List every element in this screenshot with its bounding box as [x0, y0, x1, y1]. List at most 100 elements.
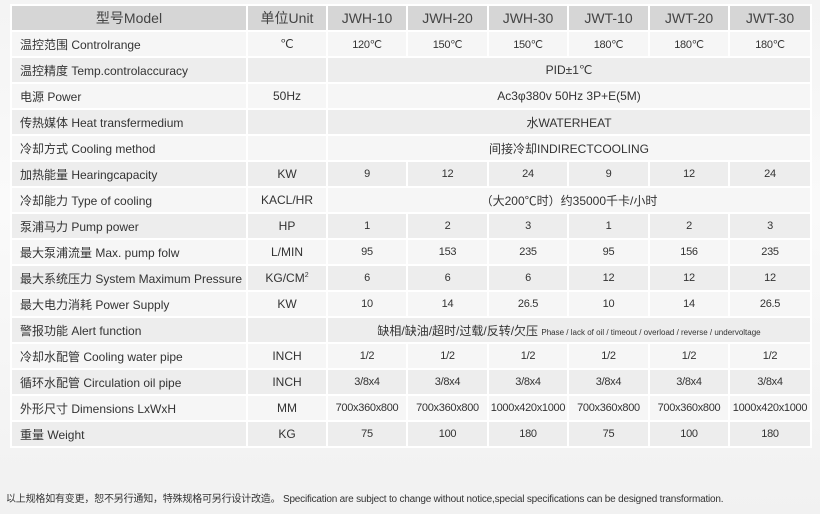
value-cell: 1/2 — [326, 342, 408, 370]
row-unit: HP — [246, 212, 328, 240]
header-model-jwt-10: JWT-10 — [567, 4, 650, 32]
value-cell: 12 — [648, 264, 730, 292]
table-row: 温控范围 Controlrange ℃ 120℃ 150℃ 150℃ 180℃ 180℃ 18… — [10, 30, 812, 58]
row-label: 外形尺寸 Dimensions LxWxH — [10, 394, 248, 422]
value-cell: 10 — [567, 290, 650, 318]
value-cell: 12 — [728, 264, 812, 292]
table-row: 最大电力消耗 Power Supply KW 10 14 26.5 10 14 26.5 — [10, 290, 812, 318]
row-label: 循环水配管 Circulation oil pipe — [10, 368, 248, 396]
value-cell: 153 — [406, 238, 489, 266]
value-cell: 3/8x4 — [648, 368, 730, 396]
value-cell: 1000x420x1000 — [728, 394, 812, 422]
value-cell: 180 — [728, 420, 812, 448]
span-value-cell: PID±1℃ — [326, 56, 812, 84]
row-unit: INCH — [246, 342, 328, 370]
value-cell: 12 — [648, 160, 730, 188]
header-unit: 单位Unit — [246, 4, 328, 32]
table-row: 最大系统压力 System Maximum Pressure KG/CM2 6 6 6 1… — [10, 264, 812, 292]
span-value: 缺相/缺油/超时/过载/反转/欠压 — [377, 323, 539, 338]
row-unit — [246, 108, 328, 136]
table-row: 外形尺寸 Dimensions LxWxH MM 700x360x800 700x36… — [10, 394, 812, 422]
value-cell: 95 — [326, 238, 408, 266]
value-cell: 150℃ — [406, 30, 489, 58]
value-cell: 75 — [567, 420, 650, 448]
value-cell: 180℃ — [728, 30, 812, 58]
value-cell: 10 — [326, 290, 408, 318]
row-label: 温控精度 Temp.controlaccuracy — [10, 56, 248, 84]
unit-superscript: 2 — [304, 272, 309, 279]
row-label: 泵浦马力 Pump power — [10, 212, 248, 240]
value-cell: 700x360x800 — [567, 394, 650, 422]
table-row: 最大泵浦流量 Max. pump folw L/MIN 95 153 235 95 156 2… — [10, 238, 812, 266]
header-model-jwt-30: JWT-30 — [728, 4, 812, 32]
value-cell: 156 — [648, 238, 730, 266]
unit-text: KACL/HR — [260, 193, 313, 207]
value-cell: 180℃ — [567, 30, 650, 58]
span-value: 水WATERHEAT — [526, 115, 612, 130]
value-cell: 6 — [326, 264, 408, 292]
value-cell: 1/2 — [487, 342, 569, 370]
value-cell: 235 — [487, 238, 569, 266]
value-cell: 26.5 — [728, 290, 812, 318]
row-unit: KG/CM2 — [246, 264, 328, 292]
value-cell: 3/8x4 — [326, 368, 408, 396]
value-cell: 26.5 — [487, 290, 569, 318]
value-cell: 12 — [567, 264, 650, 292]
row-unit: KG — [246, 420, 328, 448]
table-row: 泵浦马力 Pump power HP 1 2 3 1 2 3 — [10, 212, 812, 240]
unit-text: HP — [278, 219, 296, 233]
span-value-cell: 水WATERHEAT — [326, 108, 812, 136]
value-cell: 1/2 — [406, 342, 489, 370]
table-row: 冷却能力 Type of cooling KACL/HR （大200℃时）约3500… — [10, 186, 812, 214]
row-unit: ℃ — [246, 30, 328, 58]
row-label: 冷却水配管 Cooling water pipe — [10, 342, 248, 370]
row-unit: L/MIN — [246, 238, 328, 266]
value-cell: 6 — [406, 264, 489, 292]
span-value: Ac3φ380v 50Hz 3P+E(5M) — [497, 89, 641, 103]
row-unit: KACL/HR — [246, 186, 328, 214]
row-unit — [246, 134, 328, 162]
row-label: 重量 Weight — [10, 420, 248, 448]
value-cell: 1 — [326, 212, 408, 240]
value-cell: 6 — [487, 264, 569, 292]
table-row: 重量 Weight KG 75 100 180 75 100 180 — [10, 420, 812, 448]
value-cell: 180 — [487, 420, 569, 448]
unit-text: ℃ — [280, 37, 294, 51]
table-row: 温控精度 Temp.controlaccuracy PID±1℃ — [10, 56, 812, 84]
span-value: （大200℃时）约35000千卡/小时 — [480, 193, 658, 208]
value-cell: 235 — [728, 238, 812, 266]
spec-table: 型号Model 单位Unit JWH-10 JWH-20 JWH-30 JWT-10 J… — [10, 4, 812, 448]
row-label: 加热能量 Hearingcapacity — [10, 160, 248, 188]
footer-note: 以上规格如有变更，恕不另行通知，特殊规格可另行设计改造。 Specificati… — [6, 494, 724, 505]
value-cell: 9 — [567, 160, 650, 188]
table-row: 冷却方式 Cooling method 间接冷却INDIRECTCOOLING — [10, 134, 812, 162]
value-cell: 1/2 — [728, 342, 812, 370]
header-model-jwh-10: JWH-10 — [326, 4, 408, 32]
table-row: 传热媒体 Heat transfermedium 水WATERHEAT — [10, 108, 812, 136]
header-model-jwt-20: JWT-20 — [648, 4, 730, 32]
header-row: 型号Model 单位Unit JWH-10 JWH-20 JWH-30 JWT-10 J… — [10, 4, 812, 32]
value-cell: 100 — [648, 420, 730, 448]
unit-text: INCH — [272, 375, 302, 389]
unit-text: KW — [277, 167, 297, 181]
value-cell: 75 — [326, 420, 408, 448]
value-cell: 2 — [406, 212, 489, 240]
value-cell: 3/8x4 — [728, 368, 812, 396]
value-cell: 12 — [406, 160, 489, 188]
value-cell: 2 — [648, 212, 730, 240]
value-cell: 14 — [648, 290, 730, 318]
value-cell: 3 — [728, 212, 812, 240]
span-value-cell: 缺相/缺油/超时/过载/反转/欠压 Phase / lack of oil / … — [326, 316, 812, 344]
unit-text: INCH — [272, 349, 302, 363]
row-unit: KW — [246, 160, 328, 188]
row-unit — [246, 56, 328, 84]
span-value-cell: Ac3φ380v 50Hz 3P+E(5M) — [326, 82, 812, 110]
row-label: 冷却能力 Type of cooling — [10, 186, 248, 214]
unit-text: KG — [278, 427, 296, 441]
span-value-english: Phase / lack of oil / timeout / overload… — [541, 327, 761, 337]
unit-text: L/MIN — [270, 245, 303, 259]
value-cell: 95 — [567, 238, 650, 266]
value-cell: 24 — [487, 160, 569, 188]
value-cell: 14 — [406, 290, 489, 318]
row-unit: KW — [246, 290, 328, 318]
